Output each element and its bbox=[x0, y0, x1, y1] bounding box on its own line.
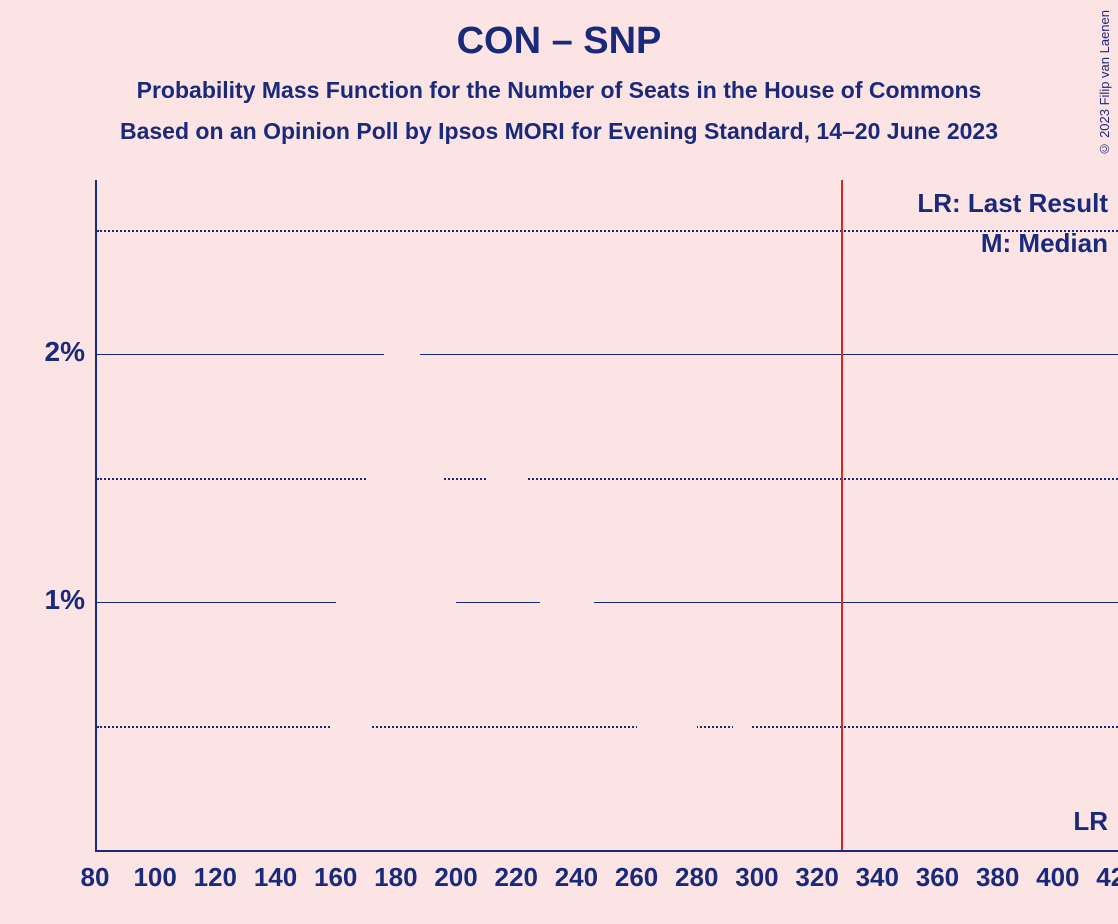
y-tick-label: 2% bbox=[15, 336, 85, 368]
gridline-major bbox=[97, 354, 1118, 355]
x-axis bbox=[95, 850, 1118, 852]
last-result-label: LR bbox=[1073, 806, 1108, 837]
x-tick-label: 80 bbox=[65, 862, 125, 893]
x-tick-label: 140 bbox=[246, 862, 306, 893]
x-tick-label: 260 bbox=[607, 862, 667, 893]
grid-gap bbox=[733, 725, 751, 729]
grid-gap bbox=[637, 725, 697, 729]
y-axis bbox=[95, 180, 97, 850]
chart-subtitle-1: Probability Mass Function for the Number… bbox=[0, 77, 1118, 104]
chart-subtitle-2: Based on an Opinion Poll by Ipsos MORI f… bbox=[0, 118, 1118, 145]
y-tick-label: 1% bbox=[15, 584, 85, 616]
x-tick-label: 100 bbox=[125, 862, 185, 893]
x-tick-label: 360 bbox=[907, 862, 967, 893]
chart-plot-area: 1%2%801001201401601802002202402602803003… bbox=[95, 180, 1118, 850]
legend-median: M: Median bbox=[981, 228, 1108, 259]
x-tick-label: 120 bbox=[185, 862, 245, 893]
grid-gap bbox=[366, 477, 444, 481]
last-result-line bbox=[841, 180, 843, 850]
legend-last-result: LR: Last Result bbox=[917, 188, 1108, 219]
x-tick-label: 220 bbox=[486, 862, 546, 893]
x-tick-label: 420 bbox=[1088, 862, 1118, 893]
copyright-text: © 2023 Filip van Laenen bbox=[1097, 10, 1112, 157]
grid-gap bbox=[336, 601, 456, 605]
x-tick-label: 280 bbox=[667, 862, 727, 893]
x-tick-label: 200 bbox=[426, 862, 486, 893]
gridline-minor bbox=[97, 230, 1118, 232]
x-tick-label: 320 bbox=[787, 862, 847, 893]
x-tick-label: 380 bbox=[968, 862, 1028, 893]
grid-gap bbox=[540, 601, 594, 605]
gridline-minor bbox=[97, 478, 1118, 480]
x-tick-label: 340 bbox=[847, 862, 907, 893]
x-tick-label: 400 bbox=[1028, 862, 1088, 893]
x-tick-label: 180 bbox=[366, 862, 426, 893]
gridline-minor bbox=[97, 726, 1118, 728]
chart-title: CON – SNP bbox=[0, 0, 1118, 63]
grid-gap bbox=[330, 725, 372, 729]
x-tick-label: 300 bbox=[727, 862, 787, 893]
gridline-major bbox=[97, 602, 1118, 603]
x-tick-label: 160 bbox=[306, 862, 366, 893]
grid-gap bbox=[384, 353, 420, 357]
x-tick-label: 240 bbox=[546, 862, 606, 893]
grid-gap bbox=[486, 477, 528, 481]
